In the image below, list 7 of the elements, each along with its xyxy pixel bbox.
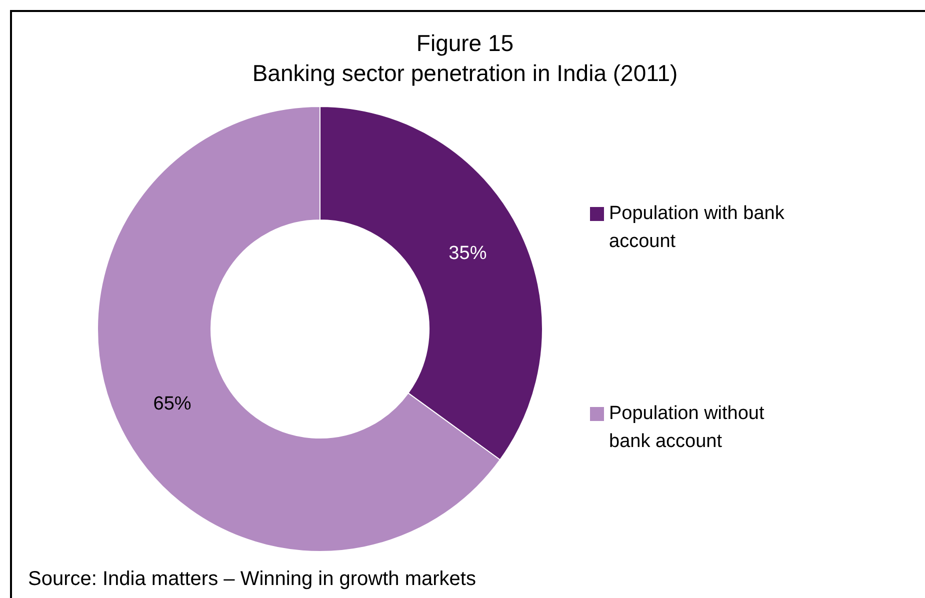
- chart-title: Figure 15: [415, 30, 515, 57]
- chart-subtitle: Banking sector penetration in India (2011): [251, 60, 679, 87]
- legend-label: Population with bank account: [609, 202, 786, 254]
- legend-label: Population without bank account: [609, 402, 766, 454]
- data-label: 65%: [153, 393, 192, 414]
- data-label: 35%: [448, 242, 487, 264]
- source-note: Source: India matters – Winning in growth markets: [28, 568, 476, 591]
